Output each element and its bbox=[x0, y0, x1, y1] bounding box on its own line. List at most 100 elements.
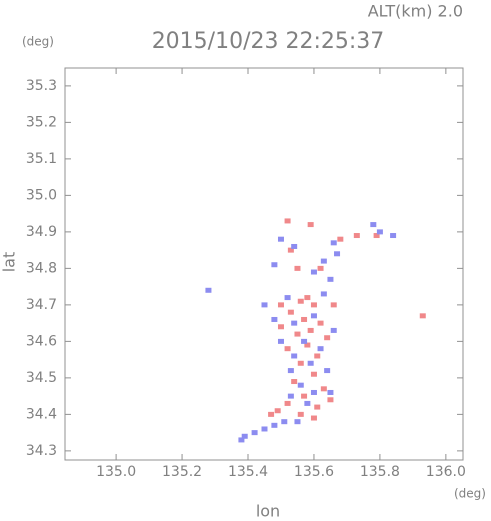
point bbox=[301, 393, 308, 399]
point bbox=[376, 229, 383, 235]
point bbox=[277, 324, 284, 330]
point bbox=[310, 313, 317, 319]
point bbox=[205, 287, 212, 293]
point bbox=[310, 389, 317, 395]
point bbox=[241, 433, 248, 439]
x-tick-label: 136.0 bbox=[426, 464, 466, 480]
point bbox=[277, 236, 284, 242]
y-axis-label: lat bbox=[0, 252, 19, 273]
point bbox=[287, 247, 294, 253]
point bbox=[271, 262, 278, 268]
point bbox=[334, 251, 341, 257]
point bbox=[238, 437, 245, 443]
point bbox=[310, 415, 317, 421]
x-unit: (deg) bbox=[454, 487, 486, 501]
point bbox=[301, 316, 308, 322]
point bbox=[317, 320, 324, 326]
point bbox=[284, 346, 291, 352]
point bbox=[320, 258, 327, 264]
point bbox=[317, 265, 324, 271]
y-tick-label: 34.7 bbox=[26, 297, 57, 313]
point bbox=[284, 218, 291, 224]
point bbox=[297, 298, 304, 304]
point bbox=[337, 236, 344, 242]
point bbox=[291, 320, 298, 326]
point bbox=[317, 346, 324, 352]
y-tick-label: 34.6 bbox=[26, 333, 57, 349]
point bbox=[261, 426, 268, 432]
chart-subtitle: ALT(km) 2.0 bbox=[368, 2, 463, 21]
point bbox=[281, 419, 288, 425]
point bbox=[277, 302, 284, 308]
point bbox=[330, 240, 337, 246]
y-unit: (deg) bbox=[22, 35, 54, 49]
point bbox=[310, 371, 317, 377]
point bbox=[314, 404, 321, 410]
y-tick-label: 34.8 bbox=[26, 260, 57, 276]
point bbox=[274, 408, 281, 414]
point bbox=[284, 400, 291, 406]
point bbox=[297, 411, 304, 417]
point bbox=[261, 302, 268, 308]
y-tick-label: 34.4 bbox=[26, 406, 57, 422]
point bbox=[314, 353, 321, 359]
point bbox=[277, 338, 284, 344]
x-tick-label: 135.0 bbox=[96, 464, 136, 480]
point bbox=[287, 393, 294, 399]
point bbox=[304, 400, 311, 406]
y-tick-label: 34.9 bbox=[26, 224, 57, 240]
point bbox=[304, 295, 311, 301]
point bbox=[291, 243, 298, 249]
point bbox=[324, 335, 331, 341]
y-tick-label: 35.3 bbox=[26, 78, 57, 94]
y-tick-label: 35.1 bbox=[26, 151, 57, 167]
point bbox=[390, 233, 397, 239]
point bbox=[373, 233, 380, 239]
point bbox=[268, 411, 275, 417]
point bbox=[304, 342, 311, 348]
point bbox=[320, 386, 327, 392]
point bbox=[271, 422, 278, 428]
point bbox=[320, 291, 327, 297]
point bbox=[294, 419, 301, 425]
point bbox=[291, 353, 298, 359]
point bbox=[307, 360, 314, 366]
point bbox=[297, 360, 304, 366]
point bbox=[324, 368, 331, 374]
point bbox=[251, 430, 258, 436]
point bbox=[330, 302, 337, 308]
point bbox=[310, 302, 317, 308]
y-tick-label: 34.5 bbox=[26, 370, 57, 386]
point bbox=[327, 276, 334, 282]
y-tick-label: 34.3 bbox=[26, 443, 57, 459]
point bbox=[310, 269, 317, 275]
point bbox=[291, 379, 298, 385]
point bbox=[307, 222, 314, 228]
point bbox=[301, 338, 308, 344]
x-tick-label: 135.6 bbox=[294, 464, 334, 480]
x-tick-label: 135.4 bbox=[228, 464, 268, 480]
y-tick-label: 35.2 bbox=[26, 114, 57, 130]
chart-title: 2015/10/23 22:25:37 bbox=[152, 29, 385, 54]
plot-frame bbox=[64, 67, 464, 461]
point bbox=[284, 295, 291, 301]
point bbox=[294, 265, 301, 271]
point bbox=[353, 233, 360, 239]
point bbox=[297, 382, 304, 388]
point bbox=[327, 389, 334, 395]
point bbox=[307, 327, 314, 333]
point bbox=[327, 397, 334, 403]
point bbox=[294, 331, 301, 337]
y-tick-label: 35.0 bbox=[26, 187, 57, 203]
point bbox=[370, 222, 377, 228]
x-axis-label: lon bbox=[256, 502, 280, 521]
point bbox=[287, 368, 294, 374]
point bbox=[330, 327, 337, 333]
x-tick-label: 135.2 bbox=[162, 464, 202, 480]
point bbox=[271, 316, 278, 322]
x-tick-label: 135.8 bbox=[360, 464, 400, 480]
point bbox=[287, 309, 294, 315]
point bbox=[419, 313, 426, 319]
